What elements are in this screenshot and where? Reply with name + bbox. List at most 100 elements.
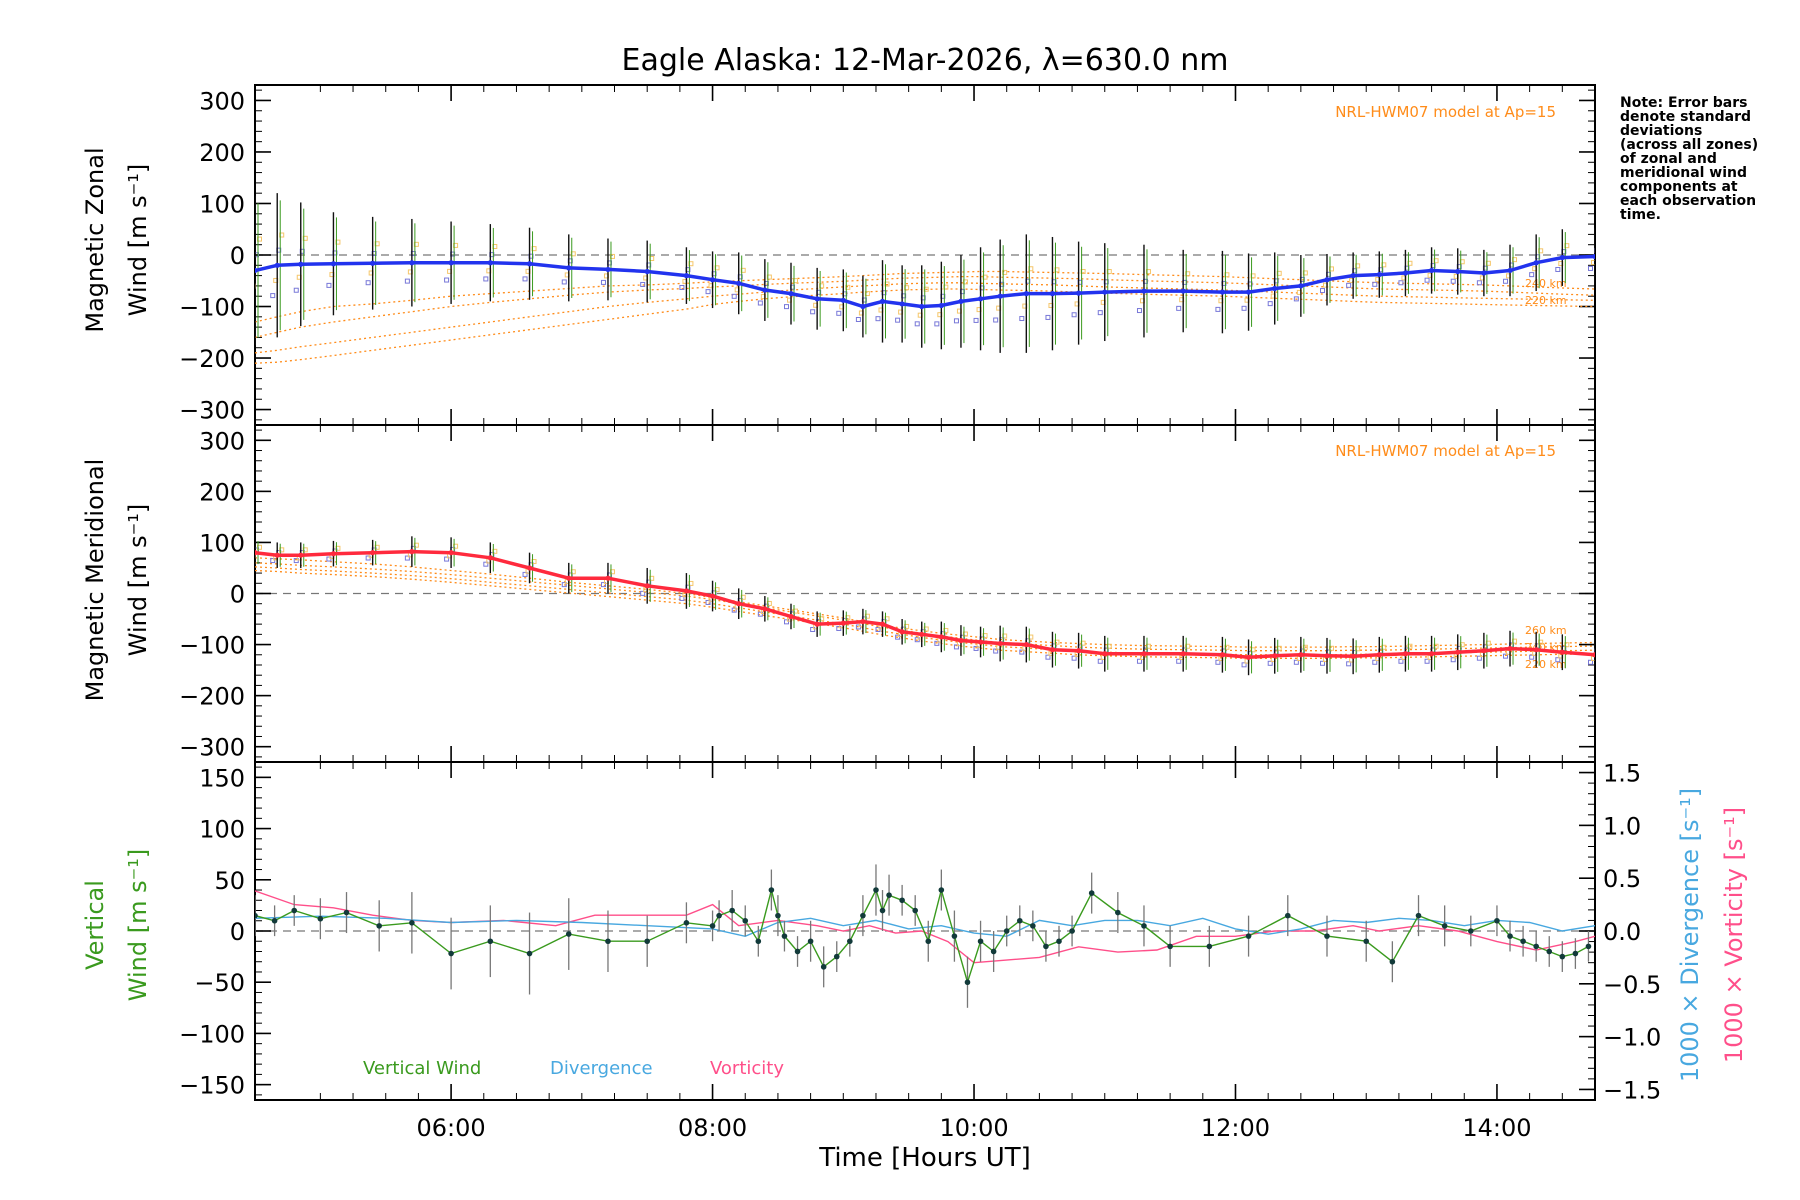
- note-line: time.: [1620, 207, 1661, 223]
- wind-point: [997, 293, 1003, 299]
- vertical-wind-point: [820, 964, 827, 970]
- wind-point: [1559, 649, 1565, 655]
- wind-point: [409, 260, 415, 266]
- y-tick-label: 100: [199, 816, 245, 844]
- zone-sample-marker: [1476, 280, 1482, 286]
- vertical-wind-point: [1245, 933, 1252, 939]
- chart-title: Eagle Alaska: 12-Mar-2026, λ=630.0 nm: [622, 43, 1229, 78]
- wind-point: [814, 621, 820, 627]
- wind-point: [1180, 288, 1186, 294]
- vertical-wind-point: [860, 912, 866, 919]
- wind-point: [1272, 653, 1278, 659]
- vertical-wind-point: [1056, 938, 1062, 945]
- wind-point: [1049, 647, 1056, 653]
- wind-point: [1533, 647, 1539, 653]
- y-tick-label: 200: [199, 478, 245, 506]
- x-tick-label: 12:00: [1201, 1114, 1270, 1142]
- legend-vertical-wind: Vertical Wind: [363, 1058, 481, 1079]
- zonal-ylabel-line1: Magnetic Zonal: [81, 147, 109, 332]
- vertical-ylabel-line2: Wind [m s⁻¹]: [124, 849, 152, 1001]
- wind-point: [1023, 291, 1029, 297]
- y-tick-label: −100: [179, 1020, 245, 1048]
- vertical-wind-point: [938, 887, 945, 893]
- vertical-wind-point: [781, 933, 788, 939]
- vertical-wind-point: [755, 938, 762, 945]
- vertical-ylabel-line1: Vertical: [81, 880, 109, 970]
- vertical-wind-point: [605, 938, 611, 945]
- vertical-wind-point: [1088, 890, 1095, 896]
- zone-sample-marker: [293, 558, 299, 564]
- zone-sample-marker: [1398, 658, 1404, 664]
- zone-sample-marker: [855, 624, 861, 630]
- zone-sample-marker: [1372, 659, 1378, 665]
- wind-point: [605, 266, 611, 273]
- y2-tick-label: 0.0: [1603, 918, 1641, 946]
- wind-point: [1180, 651, 1186, 657]
- wind-point: [879, 298, 886, 304]
- zone-sample-marker: [1019, 649, 1025, 655]
- wind-point: [330, 261, 337, 267]
- meridional-model-alt-label: 260 km: [1525, 624, 1567, 637]
- legend-divergence: Divergence: [550, 1058, 653, 1079]
- vertical-wind-point: [644, 938, 650, 945]
- panel-plot-group: [255, 864, 1595, 1008]
- divergence-line: [255, 915, 1595, 938]
- wind-point: [1324, 277, 1330, 283]
- plot-layer: 3002001000−100−200−3003002001000−100−200…: [179, 84, 1661, 1142]
- vertical-wind-point: [317, 915, 324, 922]
- zone-sample-marker: [600, 582, 606, 588]
- wind-point: [736, 601, 742, 607]
- y-tick-label: 100: [199, 190, 245, 218]
- y-tick-label: −100: [179, 632, 245, 660]
- wind-point: [1023, 641, 1029, 648]
- zone-sample-marker: [1588, 659, 1593, 665]
- wind-point: [1141, 651, 1147, 657]
- wind-point: [1350, 273, 1356, 279]
- wind-point: [1076, 648, 1082, 654]
- y2-tick-label: −1.0: [1603, 1024, 1661, 1052]
- wind-point: [1076, 290, 1082, 296]
- zone-sample-marker: [1398, 280, 1404, 286]
- y-tick-label: 0: [230, 918, 245, 946]
- wind-point: [330, 551, 337, 557]
- model-curve: [255, 569, 1595, 659]
- zone-sample-marker: [1176, 305, 1182, 311]
- note-line: deviations: [1620, 123, 1702, 139]
- x-axis-label: Time [Hours UT]: [818, 1143, 1031, 1173]
- zone-sample-marker: [483, 276, 489, 282]
- wind-point: [840, 297, 846, 303]
- wind-point: [1049, 291, 1056, 297]
- x-tick-label: 08:00: [678, 1114, 747, 1142]
- wind-point: [1102, 651, 1108, 657]
- vertical-wind-point: [1284, 912, 1291, 919]
- panel-plot-group: [255, 536, 1595, 676]
- zone-sample-marker: [1588, 265, 1593, 271]
- zone-sample-marker: [1346, 661, 1352, 667]
- wind-point: [566, 265, 572, 271]
- zone-sample-marker: [1450, 278, 1456, 284]
- model-curve: [255, 557, 1595, 648]
- wind-point: [1402, 270, 1409, 276]
- vertical-wind-point: [742, 917, 749, 924]
- vorticity-ylabel: 1000 × Vorticity [s⁻¹]: [1720, 807, 1748, 1063]
- zone-sample-marker: [731, 607, 737, 613]
- model-curve: [255, 282, 1595, 354]
- model-curve: [255, 270, 1595, 323]
- vertical-wind-point: [1441, 923, 1448, 929]
- vertical-wind-line: [255, 887, 1589, 985]
- wind-point: [860, 303, 866, 310]
- zone-sample-marker: [522, 571, 528, 577]
- zonal-model-label: NRL-HWM07 model at Ap=15: [1335, 103, 1556, 121]
- wind-point: [1507, 267, 1513, 274]
- zone-sample-marker: [973, 317, 979, 323]
- zone-sample-marker: [973, 645, 979, 651]
- wind-point: [958, 637, 964, 644]
- x-tick-label: 10:00: [939, 1114, 1008, 1142]
- zone-sample-marker: [1450, 657, 1456, 663]
- wind-point: [526, 565, 533, 571]
- wind-point: [814, 296, 820, 302]
- wind-point: [997, 640, 1003, 647]
- y-tick-label: 0: [230, 242, 245, 270]
- note-line: Note: Error bars: [1620, 95, 1747, 111]
